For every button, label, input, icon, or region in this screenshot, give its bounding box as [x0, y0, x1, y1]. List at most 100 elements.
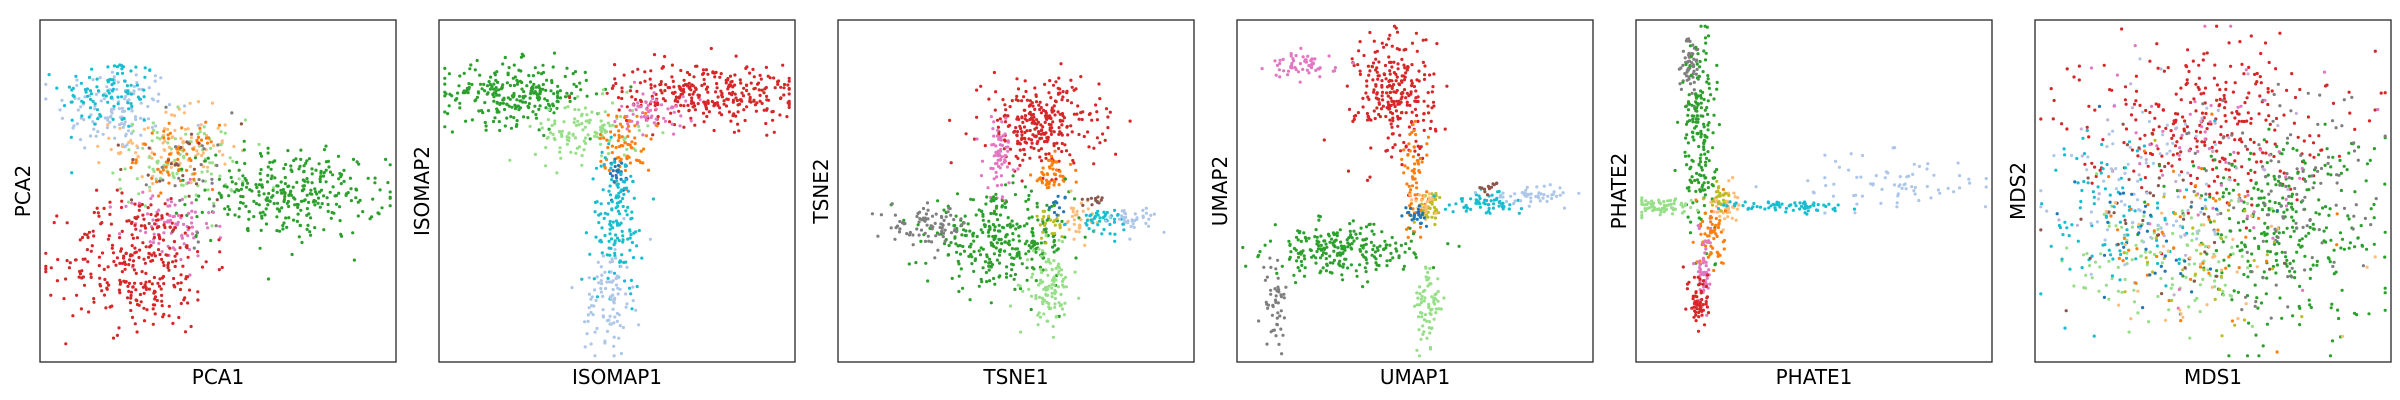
scatter-point	[656, 115, 660, 119]
scatter-point	[1296, 238, 1300, 242]
scatter-point	[151, 98, 156, 102]
scatter-point	[281, 188, 285, 192]
scatter-point	[705, 85, 710, 89]
scatter-point	[988, 279, 992, 283]
scatter-point	[1008, 105, 1012, 109]
scatter-point	[152, 275, 156, 280]
scatter-point	[371, 197, 375, 201]
scatter-point	[1687, 77, 1691, 81]
scatter-point	[237, 177, 241, 181]
scatter-point	[1423, 296, 1427, 300]
scatter-point	[55, 279, 60, 283]
scatter-point	[1052, 240, 1056, 244]
scatter-point	[606, 121, 611, 125]
scatter-point	[1053, 296, 1057, 301]
scatter-point	[151, 227, 155, 231]
scatter-point	[378, 188, 382, 192]
scatter-point	[1690, 61, 1694, 65]
scatter-point	[1051, 324, 1055, 329]
scatter-point	[91, 229, 95, 233]
scatter-point	[1688, 44, 1692, 48]
scatter-point	[907, 233, 912, 237]
scatter-point	[663, 89, 667, 93]
scatter-point	[1370, 253, 1374, 257]
scatter-point	[163, 220, 167, 224]
scatter-point	[490, 85, 494, 89]
scatter-point	[314, 190, 318, 194]
scatter-point	[1422, 318, 1426, 322]
scatter-point	[161, 260, 165, 264]
scatter-point	[105, 126, 109, 130]
scatter-point	[80, 235, 85, 240]
scatter-point	[1524, 188, 1528, 192]
scatter-point	[142, 257, 146, 261]
scatter-point	[1701, 219, 1705, 224]
scatter-point	[1044, 268, 1048, 272]
scatter-point	[1385, 259, 1389, 263]
scatter-point	[1368, 30, 1372, 35]
scatter-point	[617, 145, 622, 149]
scatter-point	[1716, 201, 1720, 205]
scatter-point	[576, 95, 580, 99]
scatter-point	[233, 190, 237, 194]
scatter-point	[601, 92, 605, 96]
scatter-point	[1057, 76, 1061, 80]
scatter-point	[1419, 145, 1423, 149]
scatter-point	[1083, 235, 1087, 239]
scatter-point	[1417, 328, 1421, 332]
scatter-point	[1014, 154, 1018, 158]
scatter-point	[611, 169, 615, 173]
scatter-point	[541, 63, 545, 67]
scatter-point	[1032, 115, 1036, 119]
scatter-point	[119, 249, 123, 253]
scatter-point	[1286, 69, 1291, 73]
cluster-orange	[1029, 149, 1078, 190]
scatter-point	[237, 168, 241, 172]
scatter-point	[544, 106, 548, 110]
scatter-point	[1545, 199, 1549, 203]
scatter-point	[728, 74, 733, 78]
scatter-point	[266, 146, 270, 150]
scatter-point	[111, 251, 116, 255]
scatter-point	[558, 89, 563, 93]
scatter-point	[96, 211, 100, 215]
scatter-point	[497, 93, 501, 97]
scatter-point	[1294, 68, 1298, 72]
scatter-point	[1407, 125, 1411, 129]
scatter-point	[1051, 120, 1055, 124]
scatter-point	[726, 85, 731, 89]
scatter-point	[1421, 38, 1425, 42]
scatter-point	[139, 281, 143, 286]
scatter-point	[1053, 305, 1057, 309]
scatter-point	[1299, 46, 1303, 51]
scatter-point	[120, 199, 124, 203]
scatter-point	[1331, 261, 1335, 265]
scatter-point	[97, 214, 101, 218]
scatter-point	[309, 216, 313, 220]
scatter-point	[89, 272, 93, 276]
scatter-point	[138, 292, 142, 297]
scatter-point	[142, 118, 146, 122]
scatter-point	[1712, 113, 1716, 117]
scatter-point	[969, 197, 973, 201]
scatter-point	[298, 164, 302, 168]
scatter-point	[1432, 194, 1436, 198]
scatter-point	[1396, 124, 1400, 128]
scatter-point	[85, 248, 89, 252]
scatter-point	[925, 223, 929, 227]
scatter-point	[1329, 237, 1334, 241]
scatter-point	[1364, 270, 1368, 274]
scatter-point	[515, 119, 519, 123]
scatter-point	[237, 215, 241, 219]
scatter-point	[239, 122, 243, 126]
scatter-point	[1025, 266, 1029, 270]
scatter-point	[108, 120, 112, 124]
scatter-point	[515, 82, 520, 86]
scatter-point	[1430, 106, 1434, 110]
scatter-point	[1708, 216, 1712, 220]
scatter-point	[626, 237, 630, 241]
scatter-point	[1030, 227, 1035, 231]
scatter-point	[1040, 170, 1044, 174]
cluster-pink	[613, 80, 702, 137]
scatter-point	[158, 277, 162, 281]
